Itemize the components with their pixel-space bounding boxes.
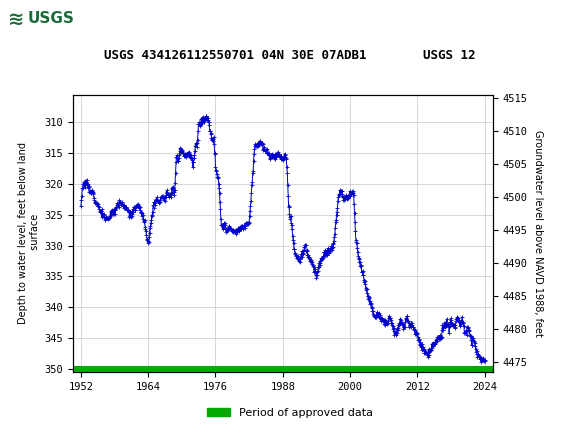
- Text: ≋: ≋: [8, 9, 24, 28]
- Y-axis label: Groundwater level above NAVD 1988, feet: Groundwater level above NAVD 1988, feet: [533, 130, 543, 337]
- Legend: Period of approved data: Period of approved data: [203, 403, 377, 422]
- Bar: [4, 3, 99, 34]
- Text: USGS: USGS: [28, 11, 75, 26]
- Text: USGS 12: USGS 12: [423, 49, 476, 62]
- Text: USGS 434126112550701 04N 30E 07ADB1: USGS 434126112550701 04N 30E 07ADB1: [104, 49, 367, 62]
- Y-axis label: Depth to water level, feet below land
 surface: Depth to water level, feet below land su…: [18, 142, 40, 324]
